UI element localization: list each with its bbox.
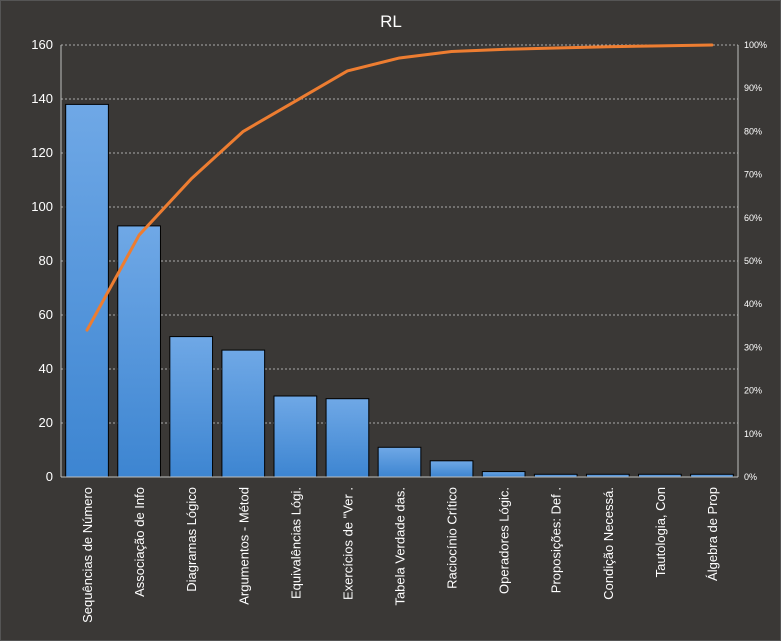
chart-title: RL [380,12,402,31]
x-tick-label: Sequências de Número [80,487,95,623]
y-tick-label: 140 [31,91,53,106]
x-tick-label: Equivalências Lógi. [288,487,303,599]
line-point [189,177,193,181]
x-tick-label: Proposições: Def . [549,487,564,593]
x-tick-label: Associação de Info [132,487,147,597]
y2-tick-label: 40% [744,299,762,309]
y2-tick-label: 50% [744,256,762,266]
line-point [450,50,453,53]
y-tick-label: 20 [39,415,53,430]
bar [429,460,474,478]
x-tick-label: Álgebra de Prop [705,487,720,581]
bar-series [65,103,734,478]
line-point [554,46,557,50]
y2-tick-label: 0% [744,472,757,482]
line-point [242,130,245,133]
cumulative-line-series [85,43,714,332]
bar [481,471,526,478]
y2-tick-label: 70% [744,170,762,180]
y2-tick-label: 100% [744,40,767,50]
y2-tick-label: 20% [744,386,762,396]
line-point [85,328,89,332]
y-tick-label: 120 [31,145,53,160]
x-tick-label: Exercícios de "Ver . [340,487,355,600]
cumulative-line [85,43,714,332]
line-point [606,45,610,48]
line-point [398,56,401,60]
y2-tick-label: 90% [744,83,762,93]
x-tick-label: Raciocínio Crítico [445,487,460,589]
y-tick-label: 0 [46,469,53,484]
line-point [710,43,714,47]
y2-tick-label: 30% [744,342,762,352]
y2-tick-label: 10% [744,429,762,439]
gridlines [61,44,738,424]
y-tick-label: 160 [31,37,53,52]
y2-tick-label: 60% [744,213,762,223]
x-tick-label: Diagramas Lógico [184,487,199,592]
bar [169,336,214,478]
x-tick-label: Operadores Lógic. [497,487,512,594]
x-tick-label: Argumentos - Métod [236,487,251,605]
y-tick-label: 60 [39,307,53,322]
bar [117,225,161,478]
y-tick-label: 80 [39,253,53,268]
y2-tick-label: 80% [744,126,762,136]
y-tick-label: 100 [31,199,53,214]
bar [325,398,370,478]
x-tick-label: Condição Necessá. [601,487,616,600]
y-tick-label: 40 [39,361,53,376]
line-point [658,44,662,48]
x-tick-label: Tautologia, Con [653,487,668,577]
axes: 0 20 40 60 80 100 120 140 160 0% 10% 20% 30% 40% 50% 60… [31,37,767,623]
bar [65,103,109,478]
line-point [137,233,141,237]
line-point [502,48,505,51]
line-point [346,69,349,73]
bar [221,349,266,478]
bar [377,446,422,478]
bar [273,395,318,478]
x-tick-label: Tabela Verdade das. [393,487,408,606]
line-point [294,99,297,103]
